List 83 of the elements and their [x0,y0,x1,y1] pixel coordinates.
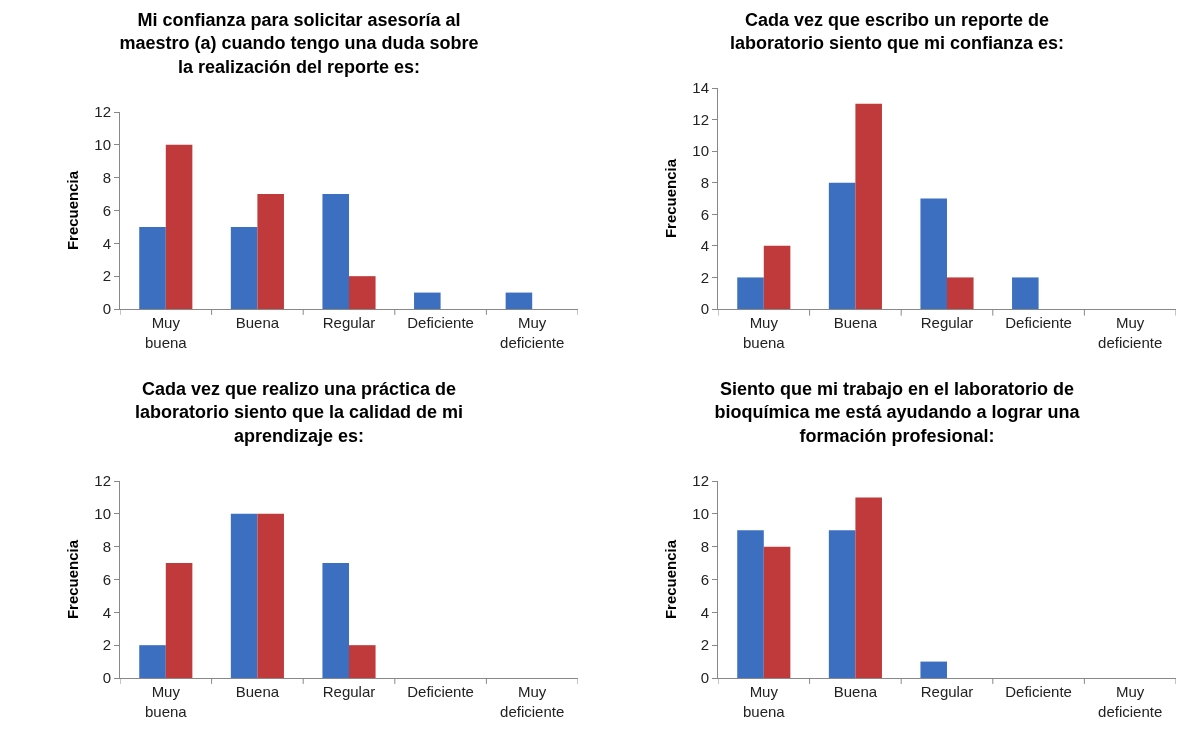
chart-title: Mi confianza para solicitar asesoría al maestro (a) cuando tengo una duda sobre la realización del reporte es: [119,10,479,77]
y-tick-label: 8 [102,537,111,555]
y-tick-label: 2 [102,636,111,654]
y-tick-label: 0 [700,669,709,687]
bar [165,563,193,678]
y-tick-label: 10 [94,136,111,154]
y-tick-label: 0 [102,300,111,318]
bar [737,277,764,309]
y-tick-label: 6 [700,205,709,223]
bar [1012,277,1039,309]
y-tick-label: 12 [94,472,111,490]
bar [505,292,533,309]
x-tick-label: Regular [322,683,376,700]
y-tick-label: 0 [102,669,111,687]
y-tick-label: 2 [102,267,111,285]
bar [763,546,791,678]
bar [165,144,193,309]
x-tick-label: Muy buena [144,314,188,351]
chart-title: Siento que mi trabajo en el laboratorio de bioquímica me está ayudando a lograr una formación profesional: [714,379,1081,446]
x-tick-label: Muy deficiente [1098,314,1163,351]
bar [322,194,349,309]
x-tick-label: Muy buena [742,314,786,351]
x-tick-label: Deficiente [1005,683,1072,700]
x-tick-label: Muy buena [144,683,188,720]
y-tick-label: 4 [102,234,111,252]
y-tick-label: 4 [102,603,111,621]
bar [920,661,947,678]
x-tick-label: Deficiente [407,314,474,331]
x-tick-label: Buena [235,683,280,700]
y-tick-label: 12 [94,103,111,121]
y-tick-label: 10 [94,505,111,523]
chart-title: Cada vez que realizo una práctica de laboratorio siento que la calidad de mi aprendizaje es: [134,379,464,446]
y-tick-label: 10 [692,142,709,160]
bar [920,198,947,309]
bar [763,245,791,309]
y-tick-label: 10 [692,505,709,523]
y-tick-label: 8 [102,168,111,186]
y-axis-title: Frecuencia [661,539,679,620]
y-axis-title: Frecuencia [63,539,81,620]
y-tick-label: 8 [700,537,709,555]
bar [828,182,856,309]
y-tick-label: 2 [700,268,709,286]
y-tick-label: 6 [700,570,709,588]
bar [230,513,258,678]
y-tick-label: 14 [692,79,709,97]
x-tick-label: Regular [920,683,974,700]
y-axis-title: Frecuencia [661,158,679,239]
bar [257,513,284,678]
bar [828,530,856,678]
y-tick-label: 12 [692,110,709,128]
x-tick-label: Muy deficiente [500,683,565,720]
y-tick-label: 4 [700,237,709,255]
y-tick-label: 12 [692,472,709,490]
y-tick-label: 6 [102,570,111,588]
y-tick-label: 8 [700,173,709,191]
x-tick-label: Regular [322,314,376,331]
x-tick-label: Muy buena [742,683,786,720]
bar [322,563,349,678]
x-tick-label: Muy deficiente [500,314,565,351]
y-tick-label: 2 [700,636,709,654]
x-tick-label: Buena [235,314,280,331]
y-tick-label: 6 [102,201,111,219]
x-tick-label: Deficiente [407,683,474,700]
bar [855,103,882,309]
y-axis-title: Frecuencia [63,170,81,251]
bar [414,292,441,309]
bar [139,226,166,309]
bar [737,530,764,678]
bar [257,194,284,309]
bar [139,645,166,678]
bar [855,497,882,678]
y-tick-label: 0 [700,300,709,318]
x-tick-label: Regular [920,314,974,331]
bar [230,226,258,309]
bar [947,277,974,309]
bar [349,276,376,309]
x-tick-label: Buena [833,683,878,700]
y-tick-label: 4 [700,603,709,621]
x-tick-label: Buena [833,314,878,331]
x-tick-label: Deficiente [1005,314,1072,331]
chart-title: Cada vez que escribo un reporte de laboratorio siento que mi confianza es: [729,10,1065,54]
x-tick-label: Muy deficiente [1098,683,1163,720]
bar [349,645,376,678]
